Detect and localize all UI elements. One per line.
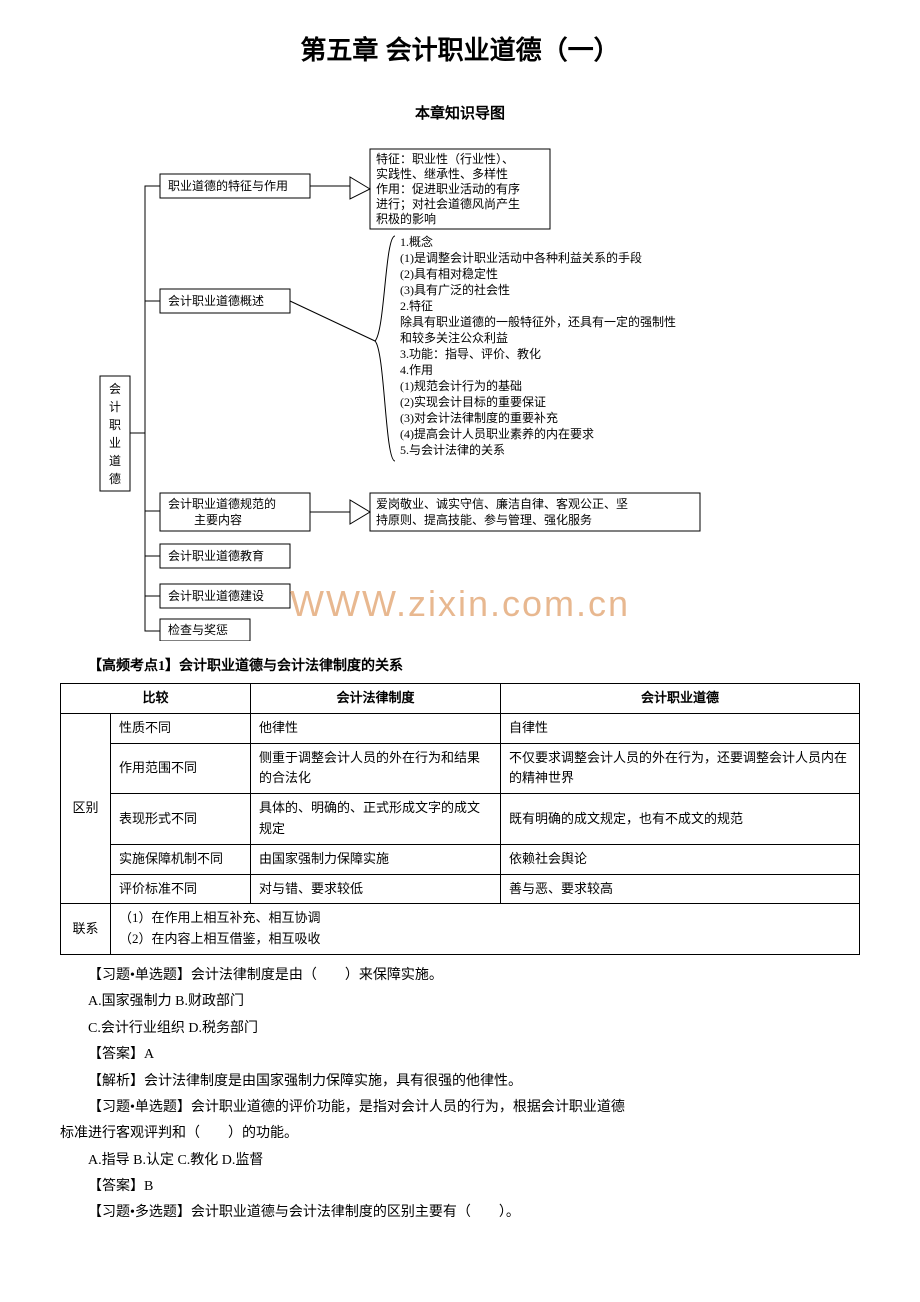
q3-stem: 【习题•多选题】会计职业道德与会计法律制度的区别主要有（ ）。 <box>60 1202 860 1224</box>
table-cell: 既有明确的成文规定，也有不成文的规范 <box>501 794 860 845</box>
q1-opts-2: C.会计行业组织 D.税务部门 <box>60 1018 860 1040</box>
table-cell: 他律性 <box>251 713 501 743</box>
q2-opts: A.指导 B.认定 C.教化 D.监督 <box>60 1150 860 1172</box>
node-1-label: 职业道德的特征与作用 <box>168 178 288 193</box>
table-cell: 评价标准不同 <box>111 874 251 904</box>
table-cell: 侧重于调整会计人员的外在行为和结果的合法化 <box>251 743 501 794</box>
key-point-heading: 【高频考点1】会计职业道德与会计法律制度的关系 <box>60 656 860 678</box>
rel-line-2: （2）在内容上相互借鉴，相互吸收 <box>119 929 851 950</box>
q1-analysis: 【解析】会计法律制度是由国家强制力保障实施，具有很强的他律性。 <box>60 1071 860 1093</box>
q1-stem: 【习题•单选题】会计法律制度是由（ ）来保障实施。 <box>60 965 860 987</box>
mind-map-diagram: 会计职业道德 职业道德的特征与作用 特征：职业性（行业性）、 实践性、继承性、多… <box>60 141 860 641</box>
svg-text:主要内容: 主要内容 <box>194 512 242 527</box>
table-cell: 作用范围不同 <box>111 743 251 794</box>
table-cell: 表现形式不同 <box>111 794 251 845</box>
table-cell: 性质不同 <box>111 713 251 743</box>
node-4-label: 会计职业道德教育 <box>168 548 264 563</box>
table-header-compare: 比较 <box>61 683 251 713</box>
node-5-label: 会计职业道德建设 <box>168 588 264 603</box>
table-cell: 不仅要求调整会计人员的外在行为，还要调整会计人员内在的精神世界 <box>501 743 860 794</box>
node-2-label: 会计职业道德概述 <box>168 293 264 308</box>
table-cell: 由国家强制力保障实施 <box>251 844 501 874</box>
svg-text:会计职业道德规范的: 会计职业道德规范的 <box>168 496 276 511</box>
svg-text:1.概念 (1)是调整会计职业活动中各种利益关系: 1.概念 (1)是调整会计职业活动中各种利益关系的手段 (2)具有相对稳定性 (… <box>400 234 679 457</box>
q1-opts-1: A.国家强制力 B.财政部门 <box>60 991 860 1013</box>
table-cell: 依赖社会舆论 <box>501 844 860 874</box>
page-title: 第五章 会计职业道德（一） <box>60 30 860 72</box>
table-cell: 对与错、要求较低 <box>251 874 501 904</box>
table-cell: 善与恶、要求较高 <box>501 874 860 904</box>
q1-answer: 【答案】A <box>60 1044 860 1066</box>
table-header-ethics: 会计职业道德 <box>501 683 860 713</box>
table-cell: 具体的、明确的、正式形成文字的成文规定 <box>251 794 501 845</box>
q2-stem-2: 标准进行客观评判和（ ）的功能。 <box>60 1123 860 1145</box>
rel-label-cell: 联系 <box>61 904 111 955</box>
rel-content-cell: （1）在作用上相互补充、相互协调 （2）在内容上相互借鉴，相互吸收 <box>111 904 860 955</box>
diff-label-cell: 区别 <box>61 713 111 904</box>
rel-line-1: （1）在作用上相互补充、相互协调 <box>119 908 851 929</box>
table-cell: 实施保障机制不同 <box>111 844 251 874</box>
table-header-legal: 会计法律制度 <box>251 683 501 713</box>
comparison-table: 比较 会计法律制度 会计职业道德 区别 性质不同 他律性 自律性 作用范围不同 … <box>60 683 860 955</box>
section-title: 本章知识导图 <box>60 102 860 126</box>
q2-stem: 【习题•单选题】会计职业道德的评价功能，是指对会计人员的行为，根据会计职业道德 <box>60 1097 860 1119</box>
table-cell: 自律性 <box>501 713 860 743</box>
q2-answer: 【答案】B <box>60 1176 860 1198</box>
node-6-label: 检查与奖惩 <box>168 622 228 637</box>
